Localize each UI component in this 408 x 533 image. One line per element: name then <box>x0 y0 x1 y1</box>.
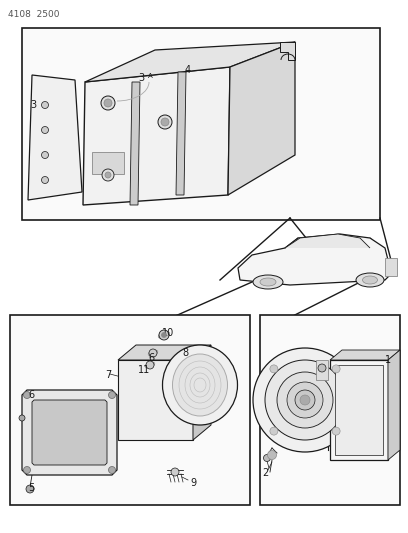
Bar <box>10 315 250 505</box>
Bar <box>316 360 328 380</box>
Circle shape <box>42 176 49 183</box>
Circle shape <box>277 372 333 428</box>
Polygon shape <box>32 400 107 465</box>
Circle shape <box>270 427 278 435</box>
Text: 10: 10 <box>162 328 174 338</box>
Text: 8: 8 <box>182 348 188 358</box>
Circle shape <box>26 485 34 493</box>
Polygon shape <box>285 234 370 248</box>
Circle shape <box>158 115 172 129</box>
Text: 3: 3 <box>138 73 144 83</box>
Ellipse shape <box>162 345 237 425</box>
Circle shape <box>102 169 114 181</box>
Circle shape <box>42 151 49 158</box>
Circle shape <box>104 99 112 107</box>
Circle shape <box>109 392 115 399</box>
Text: A: A <box>148 73 153 79</box>
Polygon shape <box>22 390 117 475</box>
Bar <box>22 28 380 220</box>
Ellipse shape <box>148 350 158 356</box>
Polygon shape <box>118 345 211 360</box>
Circle shape <box>332 365 340 373</box>
Ellipse shape <box>173 354 228 416</box>
Ellipse shape <box>158 332 170 338</box>
Polygon shape <box>130 82 140 205</box>
Circle shape <box>146 361 154 369</box>
Polygon shape <box>85 42 295 82</box>
Circle shape <box>268 450 277 459</box>
Circle shape <box>109 466 115 473</box>
Circle shape <box>42 126 49 133</box>
Polygon shape <box>330 350 400 360</box>
Bar <box>118 360 193 440</box>
Polygon shape <box>388 350 400 460</box>
Text: 2: 2 <box>262 468 268 478</box>
Text: 4108  2500: 4108 2500 <box>8 10 60 19</box>
Circle shape <box>264 455 271 462</box>
Circle shape <box>332 427 340 435</box>
Text: 4: 4 <box>185 65 191 75</box>
Text: 7: 7 <box>105 370 111 380</box>
Bar <box>260 315 400 505</box>
Circle shape <box>24 392 31 399</box>
Text: 9: 9 <box>190 478 196 488</box>
Ellipse shape <box>145 362 155 368</box>
Circle shape <box>149 349 157 357</box>
Circle shape <box>253 348 357 452</box>
Polygon shape <box>280 42 295 60</box>
Ellipse shape <box>356 273 384 287</box>
Ellipse shape <box>260 278 276 286</box>
Polygon shape <box>83 67 230 205</box>
Bar <box>385 258 397 276</box>
Circle shape <box>162 333 166 337</box>
Text: 11: 11 <box>138 365 150 375</box>
Ellipse shape <box>253 275 283 289</box>
Bar <box>330 360 388 460</box>
Circle shape <box>101 96 115 110</box>
Bar <box>335 365 383 455</box>
Polygon shape <box>228 42 295 195</box>
Text: 6: 6 <box>148 353 154 363</box>
Ellipse shape <box>362 276 377 284</box>
Text: 5: 5 <box>28 483 34 493</box>
Circle shape <box>295 390 315 410</box>
Polygon shape <box>176 72 186 195</box>
Circle shape <box>105 172 111 178</box>
Circle shape <box>171 468 179 476</box>
Bar <box>92 152 124 174</box>
Circle shape <box>287 382 323 418</box>
Polygon shape <box>238 234 390 285</box>
Circle shape <box>318 364 326 372</box>
Polygon shape <box>193 345 211 440</box>
Text: 3: 3 <box>30 100 36 110</box>
Polygon shape <box>28 75 82 200</box>
Circle shape <box>24 466 31 473</box>
Circle shape <box>19 415 25 421</box>
Circle shape <box>159 330 169 340</box>
Circle shape <box>42 101 49 109</box>
Circle shape <box>265 360 345 440</box>
Circle shape <box>300 395 310 405</box>
Circle shape <box>161 118 169 126</box>
Circle shape <box>270 365 278 373</box>
Text: 6: 6 <box>28 390 34 400</box>
Text: 1: 1 <box>385 355 391 365</box>
